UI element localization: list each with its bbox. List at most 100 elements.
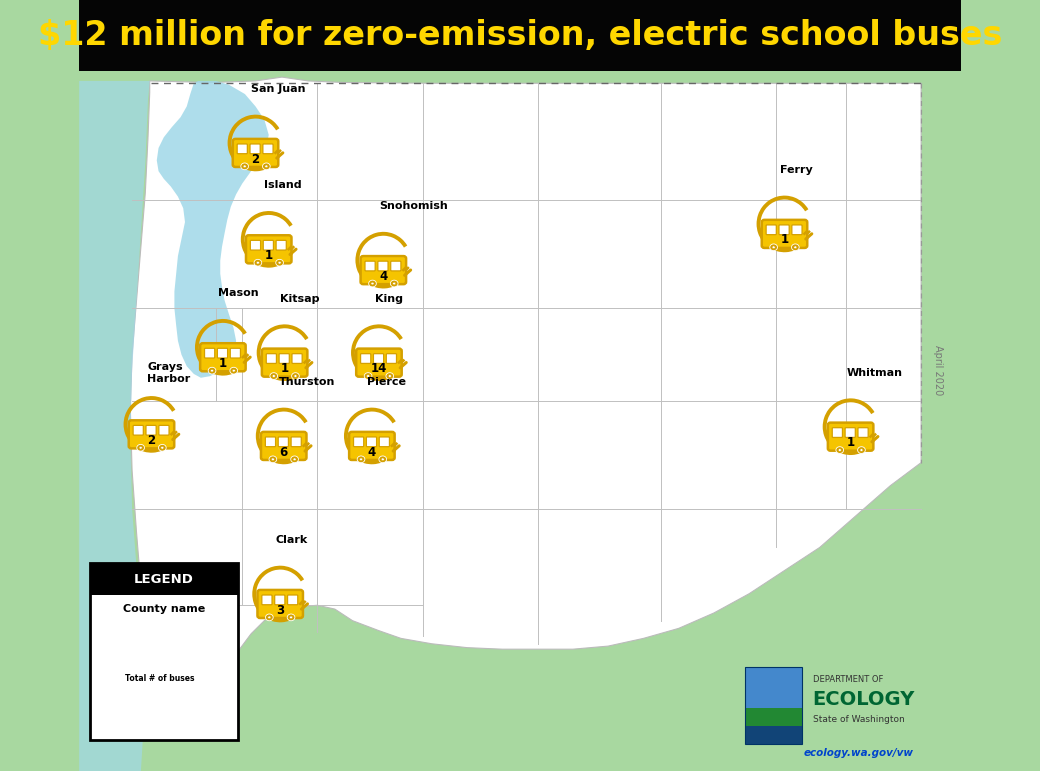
FancyBboxPatch shape [248, 237, 290, 244]
FancyBboxPatch shape [266, 354, 277, 363]
Text: 14: 14 [370, 362, 387, 375]
FancyBboxPatch shape [275, 595, 285, 604]
FancyBboxPatch shape [386, 354, 396, 363]
FancyBboxPatch shape [261, 432, 307, 460]
Circle shape [166, 683, 174, 690]
FancyBboxPatch shape [779, 225, 789, 234]
FancyBboxPatch shape [235, 140, 277, 148]
Circle shape [158, 444, 166, 451]
FancyBboxPatch shape [356, 348, 401, 377]
Circle shape [268, 616, 270, 618]
Circle shape [208, 367, 216, 374]
Circle shape [276, 259, 284, 266]
Circle shape [364, 372, 372, 379]
Circle shape [770, 244, 778, 251]
FancyBboxPatch shape [380, 437, 389, 446]
FancyBboxPatch shape [263, 144, 274, 153]
Text: ecology.wa.gov/vw: ecology.wa.gov/vw [804, 748, 914, 758]
Circle shape [254, 259, 262, 266]
FancyBboxPatch shape [791, 225, 802, 234]
FancyBboxPatch shape [130, 422, 173, 429]
FancyBboxPatch shape [279, 354, 289, 363]
FancyBboxPatch shape [154, 665, 164, 674]
Text: 4: 4 [368, 446, 376, 459]
FancyBboxPatch shape [373, 354, 384, 363]
Circle shape [386, 372, 394, 379]
Circle shape [858, 446, 865, 453]
Circle shape [794, 246, 797, 248]
Circle shape [860, 449, 863, 451]
Circle shape [272, 375, 276, 377]
FancyBboxPatch shape [358, 350, 400, 358]
FancyBboxPatch shape [251, 241, 261, 250]
Circle shape [294, 375, 297, 377]
Circle shape [360, 458, 363, 460]
FancyBboxPatch shape [250, 144, 260, 153]
Text: DEPARTMENT OF: DEPARTMENT OF [812, 675, 883, 684]
Circle shape [230, 367, 237, 374]
FancyBboxPatch shape [237, 144, 248, 153]
Text: 4: 4 [380, 270, 388, 283]
Circle shape [262, 163, 270, 170]
Circle shape [393, 282, 396, 284]
Circle shape [265, 165, 268, 167]
FancyBboxPatch shape [766, 225, 776, 234]
Circle shape [270, 372, 278, 379]
Circle shape [145, 683, 153, 690]
Circle shape [210, 369, 213, 372]
FancyBboxPatch shape [217, 348, 228, 358]
Text: Kitsap: Kitsap [280, 294, 319, 304]
FancyBboxPatch shape [259, 591, 302, 599]
Text: 1: 1 [780, 234, 788, 247]
FancyBboxPatch shape [745, 726, 802, 744]
Text: 2: 2 [148, 434, 156, 447]
FancyBboxPatch shape [202, 345, 243, 352]
Circle shape [368, 280, 376, 287]
FancyBboxPatch shape [354, 437, 364, 446]
FancyBboxPatch shape [205, 348, 214, 358]
Circle shape [357, 456, 365, 463]
FancyBboxPatch shape [263, 241, 274, 250]
Circle shape [269, 456, 277, 463]
Text: Ferry: Ferry [780, 165, 813, 175]
FancyBboxPatch shape [763, 221, 805, 229]
Circle shape [161, 446, 164, 449]
FancyBboxPatch shape [200, 343, 245, 372]
FancyBboxPatch shape [258, 590, 303, 618]
Polygon shape [79, 81, 150, 771]
Circle shape [243, 165, 246, 167]
Text: Snohomish: Snohomish [379, 201, 447, 211]
FancyBboxPatch shape [292, 354, 303, 363]
Circle shape [291, 456, 298, 463]
FancyBboxPatch shape [350, 433, 393, 441]
FancyBboxPatch shape [276, 241, 286, 250]
Text: ECOLOGY: ECOLOGY [812, 690, 915, 709]
FancyBboxPatch shape [361, 256, 406, 284]
FancyBboxPatch shape [89, 563, 238, 595]
Circle shape [265, 614, 274, 621]
FancyBboxPatch shape [263, 350, 306, 358]
FancyBboxPatch shape [830, 424, 872, 432]
Circle shape [147, 685, 150, 688]
Text: 6: 6 [280, 446, 288, 459]
Text: 1: 1 [218, 357, 227, 370]
Text: Total # of buses: Total # of buses [125, 674, 194, 682]
FancyBboxPatch shape [832, 428, 842, 437]
Text: Whitman: Whitman [847, 368, 903, 378]
FancyBboxPatch shape [761, 220, 807, 248]
Text: San Juan: San Juan [251, 84, 306, 94]
FancyBboxPatch shape [378, 261, 388, 271]
Circle shape [168, 685, 172, 688]
Polygon shape [130, 77, 921, 742]
Circle shape [241, 163, 249, 170]
Circle shape [371, 282, 374, 284]
Circle shape [836, 446, 843, 453]
Text: 1: 1 [264, 249, 272, 262]
FancyBboxPatch shape [349, 432, 394, 460]
Circle shape [287, 614, 295, 621]
FancyBboxPatch shape [279, 437, 288, 446]
FancyBboxPatch shape [166, 665, 177, 674]
Circle shape [838, 449, 841, 451]
FancyBboxPatch shape [146, 426, 156, 435]
FancyBboxPatch shape [361, 354, 371, 363]
